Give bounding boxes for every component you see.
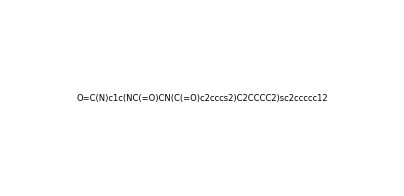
Text: O=C(N)c1c(NC(=O)CN(C(=O)c2cccs2)C2CCCC2)sc2ccccc12: O=C(N)c1c(NC(=O)CN(C(=O)c2cccs2)C2CCCC2)… [76,93,328,103]
